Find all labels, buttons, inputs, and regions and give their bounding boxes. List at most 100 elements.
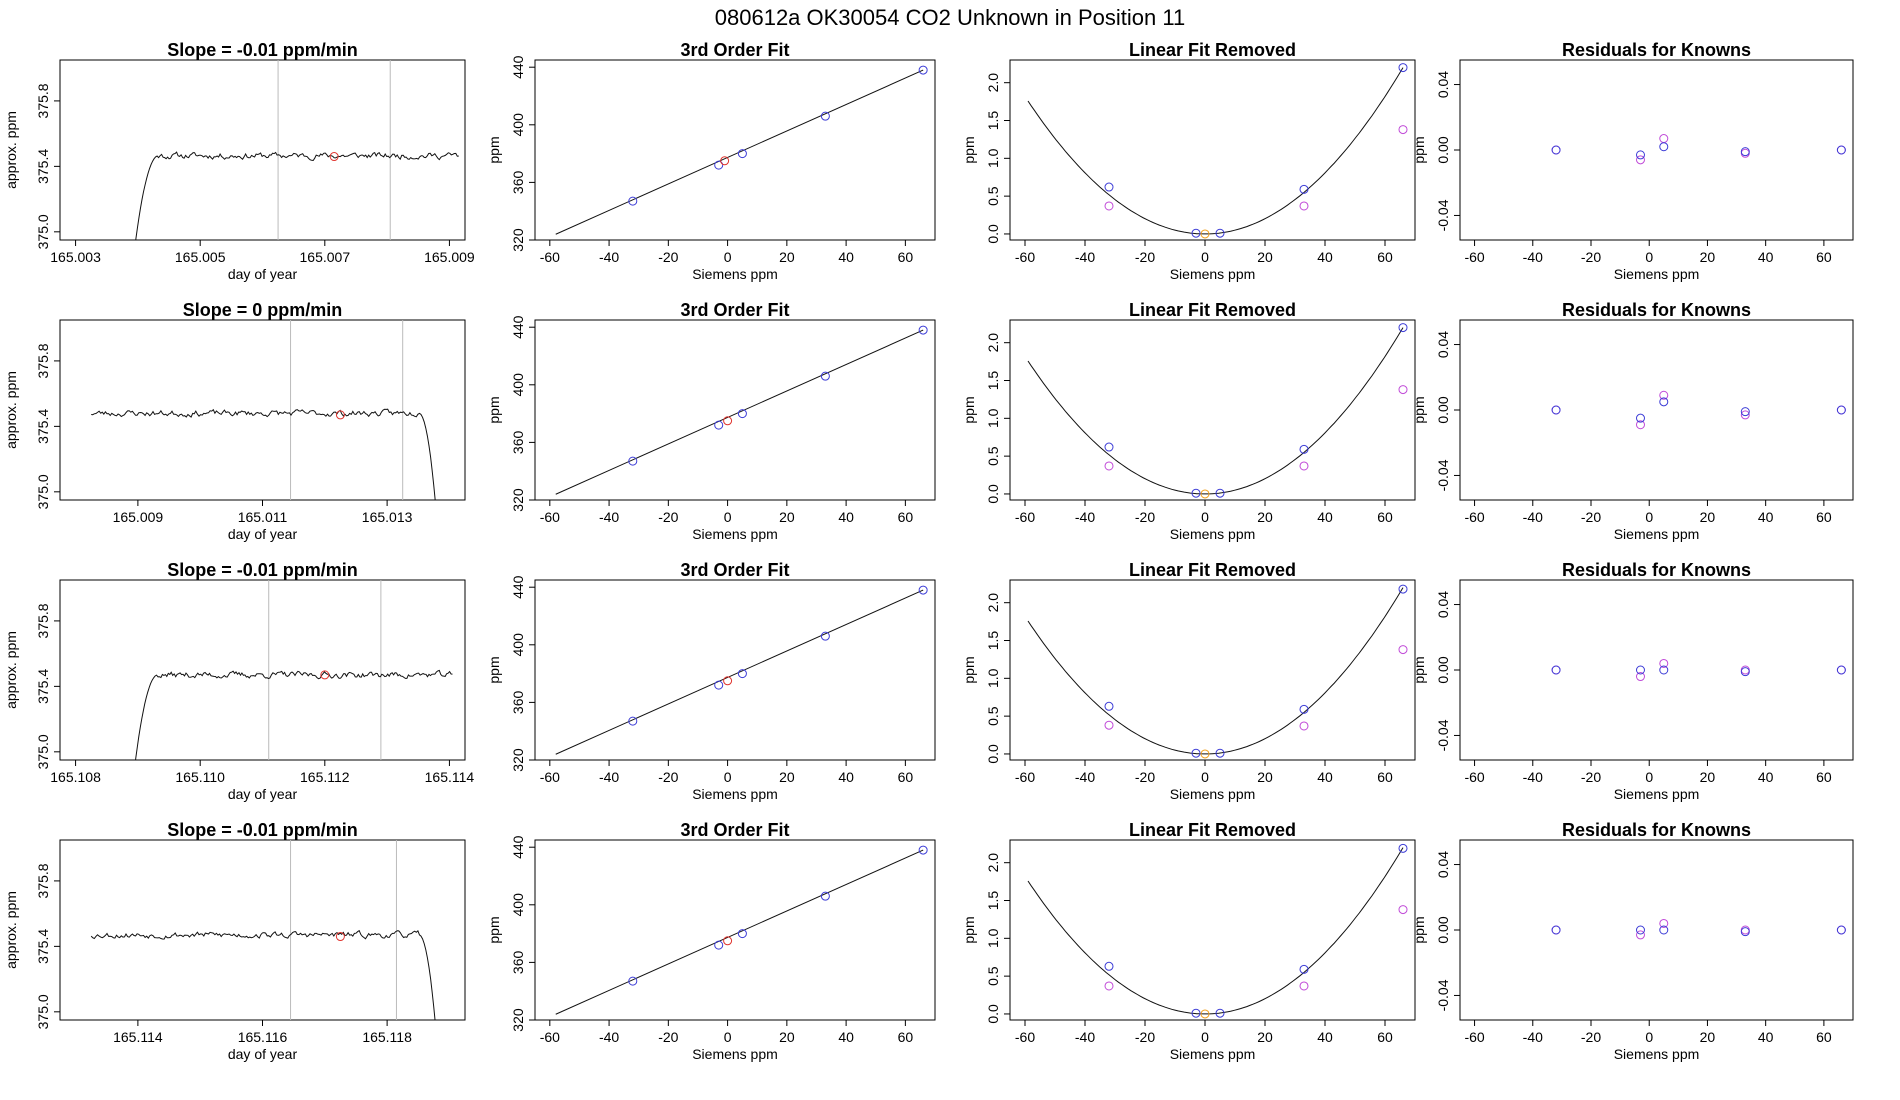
x-tick-label: 60 [1816,249,1832,265]
x-tick-label: 40 [838,249,854,265]
x-tick-label: -60 [540,509,560,525]
y-axis-label: ppm [1411,136,1427,163]
time-series-panel-1: Slope = 0 ppm/min 165.009 165.011 165.013 da… [3,300,466,542]
y-axis-label: ppm [486,916,502,943]
linear-removed-panel-2: Linear Fit Removed -60 -40 -20 0 20 40 60 Siemen… [961,560,1416,802]
residuals-panel-1: Residuals for Knowns -60 -40 -20 0 20 40 60 Siem… [1411,300,1854,542]
known-point [737,669,747,679]
raw-known-point [1398,905,1408,915]
raw-known-point [1398,645,1408,655]
y-tick-label: 375.0 [35,474,51,509]
x-tick-label: 60 [1377,249,1393,265]
x-tick-label: 40 [1317,1029,1333,1045]
y-tick-label: 320 [510,228,526,252]
residual-point [1551,665,1561,675]
residual-point [1551,925,1561,935]
known-point [918,845,928,855]
plot-frame [1459,839,1854,1021]
x-tick-label: 20 [779,769,795,785]
known-point [1191,488,1201,498]
known-point [737,929,747,939]
residual-point [1836,665,1846,675]
x-tick-label: 0 [724,1029,732,1045]
y-tick-label: 400 [510,633,526,657]
plot-data [1551,918,1846,940]
panel-title: 3rd Order Fit [680,820,789,840]
panel-title: Linear Fit Removed [1129,560,1296,580]
raw-known-point [1299,721,1309,731]
unknown-marker [335,932,345,942]
x-axis-label: day of year [228,1046,298,1062]
x-tick-label: 60 [898,509,914,525]
known-point [737,409,747,419]
known-point [1191,1008,1201,1018]
known-point [1398,843,1408,853]
y-tick-label: 375.4 [35,149,51,184]
x-tick-label: 165.108 [50,769,101,785]
unknown-point [1200,749,1210,759]
residual-point [1659,397,1669,407]
y-axis-label: approx. ppm [3,631,19,709]
plot-frame [59,319,466,501]
plot-frame [534,839,936,1021]
y-tick-label: 400 [510,373,526,397]
x-tick-label: 20 [1700,1029,1716,1045]
cubic-fit-panel-0: 3rd Order Fit -60 -40 -20 0 20 40 60 Siemens ppm… [486,40,936,282]
y-tick-label: 1.5 [985,891,1001,911]
raw-known-point [1299,981,1309,991]
y-tick-label: 360 [510,691,526,715]
known-point [820,631,830,641]
unknown-point [1200,229,1210,239]
raw-residual-point [1659,658,1669,668]
y-tick-label: 0.04 [1435,71,1451,98]
residual-point [1836,405,1846,415]
x-axis-label: Siemens ppm [1170,266,1256,282]
y-tick-label: 2.0 [985,853,1001,873]
known-point [1398,323,1408,333]
y-tick-label: 440 [510,835,526,859]
x-tick-label: 165.003 [50,249,101,265]
x-tick-label: 0 [1645,509,1653,525]
known-point [714,680,724,690]
plot-data [1551,658,1846,682]
known-point [820,111,830,121]
linear-removed-panel-0: Linear Fit Removed -60 -40 -20 0 20 40 60 Siemen… [961,40,1416,282]
x-tick-label: 60 [1816,1029,1832,1045]
y-tick-label: 375.4 [35,929,51,964]
panel-title: 3rd Order Fit [680,300,789,320]
x-tick-label: 40 [838,769,854,785]
quadratic-curve [1027,67,1404,235]
y-tick-label: 375.8 [35,83,51,118]
figure-title: 080612a OK30054 CO2 Unknown in Position … [715,5,1185,30]
unknown-point [723,416,733,426]
x-tick-label: -20 [658,769,678,785]
x-axis-label: day of year [228,786,298,802]
x-axis-label: Siemens ppm [1614,266,1700,282]
residual-point [1551,405,1561,415]
x-axis-label: Siemens ppm [692,526,778,542]
plot-frame [1459,579,1854,761]
x-tick-label: -40 [1075,249,1095,265]
y-tick-label: 440 [510,55,526,79]
y-tick-label: 360 [510,171,526,195]
x-tick-label: 20 [1700,769,1716,785]
y-tick-label: 375.4 [35,669,51,704]
x-tick-label: 40 [1758,509,1774,525]
x-tick-label: -20 [1581,249,1601,265]
y-tick-label: 0.5 [985,446,1001,466]
x-axis-label: Siemens ppm [692,1046,778,1062]
x-axis-label: Siemens ppm [692,266,778,282]
y-tick-label: 2.0 [985,333,1001,353]
quadratic-curve [1027,587,1404,755]
x-tick-label: 60 [898,769,914,785]
panel-title: Linear Fit Removed [1129,300,1296,320]
panel-title: Linear Fit Removed [1129,40,1296,60]
x-tick-label: -60 [1015,769,1035,785]
y-tick-label: 1.0 [985,408,1001,428]
x-tick-label: -20 [658,509,678,525]
x-tick-label: -60 [1464,249,1484,265]
x-tick-label: 0 [724,249,732,265]
x-tick-label: 0 [1201,769,1209,785]
y-axis-label: ppm [961,396,977,423]
